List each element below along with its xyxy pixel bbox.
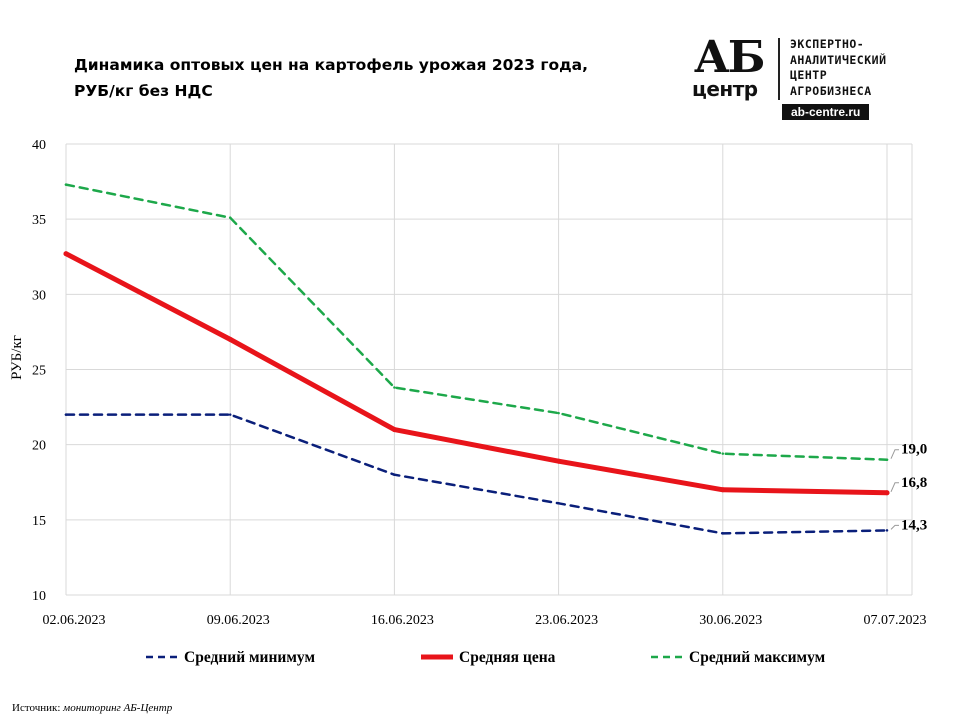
x-tick-label: 09.06.2023 (207, 613, 270, 628)
source-note: Источник: мониторинг АБ-Центр (12, 702, 172, 714)
series-1-point (64, 413, 68, 416)
x-tick-label: 16.06.2023 (371, 613, 434, 628)
series-line-2 (63, 251, 890, 496)
data-label: 19,0 (901, 442, 927, 458)
series-2-point (720, 487, 726, 493)
series-3-point (228, 216, 232, 219)
y-tick-label: 35 (32, 213, 46, 228)
series-2-point (63, 251, 69, 257)
logo-site-badge: ab-centre.ru (782, 104, 870, 120)
source-text: мониторинг АБ-Центр (63, 702, 173, 714)
series-1-point (721, 532, 725, 535)
logo-mark-bottom: центр (692, 77, 758, 101)
chart-title: Динамика оптовых цен на картофель урожая… (74, 52, 674, 104)
series-3-point (885, 458, 889, 461)
series-2-point (884, 490, 890, 496)
x-tick-label: 07.07.2023 (864, 613, 927, 628)
x-tick-label: 02.06.2023 (43, 613, 106, 628)
source-label: Источник: (12, 702, 61, 714)
logo-org-line-1: ЭКСПЕРТНО- (790, 37, 865, 51)
data-label-leader (890, 524, 899, 530)
logo-org-name: ЭКСПЕРТНО- АНАЛИТИЧЕСКИЙ ЦЕНТР АГРОБИЗНЕ… (790, 37, 887, 99)
logo-mark: АБ центр (692, 32, 778, 101)
ab-centre-logo: АБ центр ЭКСПЕРТНО- АНАЛИТИЧЕСКИЙ ЦЕНТР … (692, 32, 930, 120)
logo-org-line-2: АНАЛИТИЧЕСКИЙ (790, 52, 887, 67)
series-1-point (885, 529, 889, 532)
series-3-point (721, 452, 725, 455)
series-3-point (393, 386, 396, 389)
y-tick-label: 20 (32, 439, 46, 454)
logo-divider (778, 38, 780, 100)
data-label-leader (890, 482, 899, 492)
series-2-point (227, 336, 233, 342)
series-3-point (557, 411, 560, 415)
legend-label-2: Средняя цена (459, 649, 556, 666)
series-line-3 (64, 183, 889, 461)
y-axis-title: РУБ/кг (9, 335, 25, 380)
line-chart: 10 15 20 25 30 35 40 02.06.2023 09.06.2023 16.06.… (9, 138, 927, 666)
data-label-leader (890, 449, 899, 459)
series-2-point (556, 458, 562, 464)
y-tick-label: 10 (32, 589, 46, 604)
series-1-point (393, 473, 396, 476)
y-tick-label: 40 (32, 138, 46, 153)
legend-label-3: Средний максимум (689, 649, 826, 666)
series-line-1 (64, 413, 889, 535)
series-1-point (228, 413, 232, 416)
logo-mark-top: АБ (694, 32, 765, 83)
x-tick-label: 23.06.2023 (535, 613, 598, 628)
x-tick-label: 30.06.2023 (699, 613, 762, 628)
data-label: 16,8 (901, 475, 927, 491)
series-2-point (391, 427, 397, 433)
y-tick-label: 25 (32, 364, 46, 379)
data-label: 14,3 (901, 517, 927, 533)
logo-org-line-4: АГРОБИЗНЕСА (790, 83, 872, 98)
series-3-point (64, 183, 68, 186)
legend-label-1: Средний минимум (184, 649, 315, 666)
chart-title-line-2: РУБ/кг без НДС (74, 82, 213, 100)
y-tick-label: 15 (32, 514, 46, 529)
logo-org-line-3: ЦЕНТР (790, 68, 828, 82)
chart-title-line-1: Динамика оптовых цен на картофель урожая… (74, 56, 588, 74)
series-1-point (557, 502, 560, 505)
y-tick-label: 30 (32, 288, 46, 303)
